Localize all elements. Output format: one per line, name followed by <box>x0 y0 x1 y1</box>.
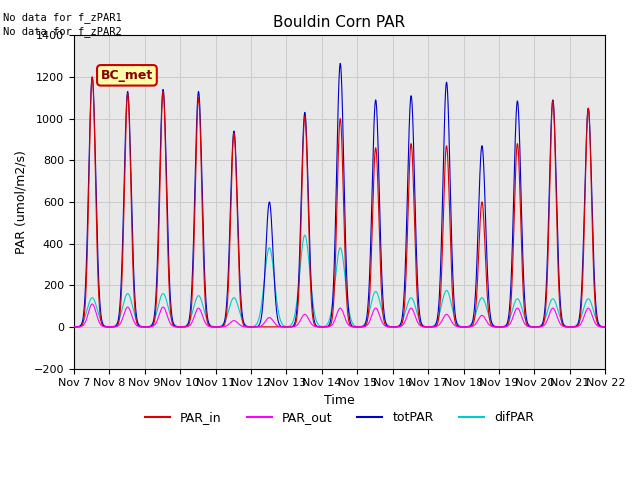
Legend: PAR_in, PAR_out, totPAR, difPAR: PAR_in, PAR_out, totPAR, difPAR <box>140 406 539 429</box>
Title: Bouldin Corn PAR: Bouldin Corn PAR <box>273 15 406 30</box>
Y-axis label: PAR (umol/m2/s): PAR (umol/m2/s) <box>15 150 28 254</box>
Text: No data for f_zPAR1: No data for f_zPAR1 <box>3 12 122 23</box>
Text: No data for f_zPAR2: No data for f_zPAR2 <box>3 26 122 37</box>
X-axis label: Time: Time <box>324 394 355 407</box>
Text: BC_met: BC_met <box>101 69 153 82</box>
